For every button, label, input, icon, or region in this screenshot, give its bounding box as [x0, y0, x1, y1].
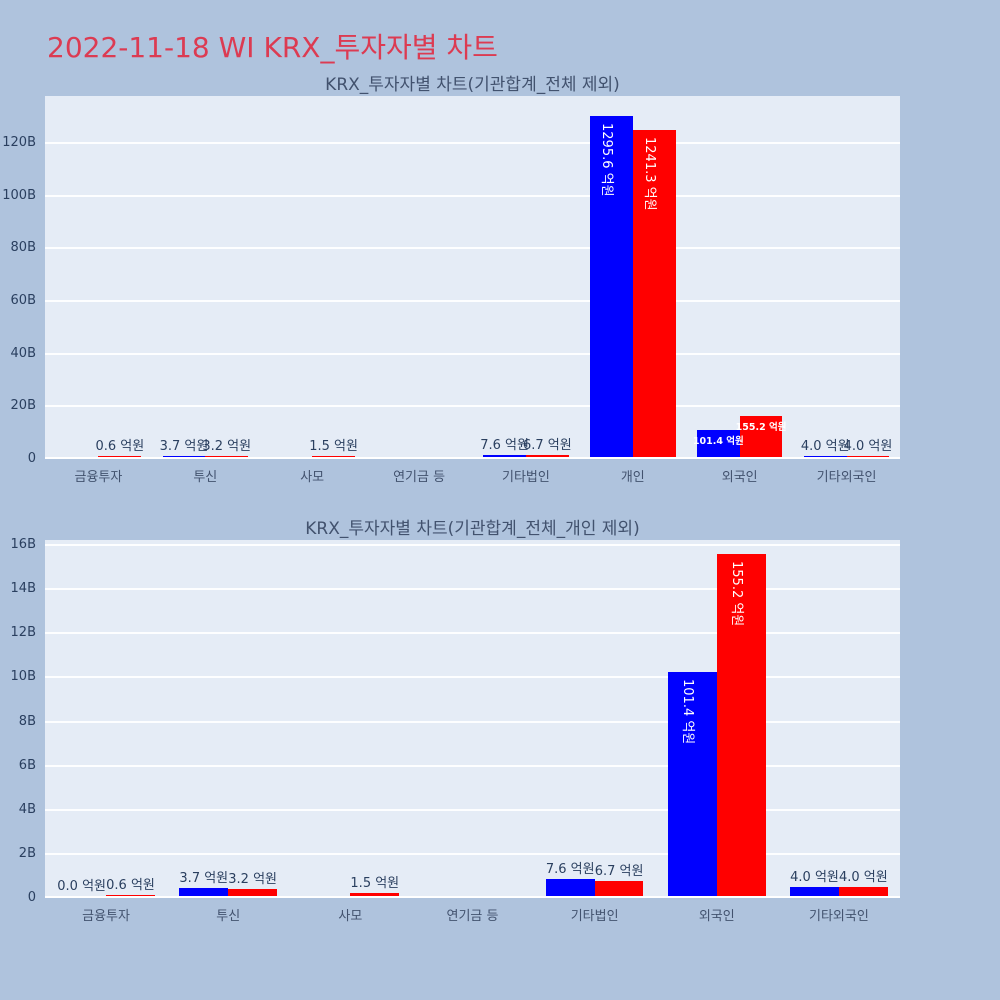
gridline: [45, 352, 900, 355]
bar-value-label: 155.2 억원: [729, 560, 745, 626]
bar-red[interactable]: [594, 881, 644, 896]
x-category-label: 외국인: [721, 470, 758, 485]
y-tick-label: 100B: [2, 187, 36, 203]
y-tick-label: 16B: [10, 537, 36, 553]
bar-red[interactable]: [739, 416, 783, 457]
x-category-label: 기타외국인: [809, 909, 869, 924]
bar-red[interactable]: [205, 456, 249, 457]
x-category-label: 금융투자: [74, 470, 123, 485]
y-tick-label: 10B: [10, 669, 36, 685]
bar-blue[interactable]: [790, 887, 839, 896]
bar-red[interactable]: [98, 456, 142, 457]
gridline: [45, 142, 900, 145]
bar-value-label: 3.2 억원: [228, 871, 278, 887]
bar-blue[interactable]: [667, 672, 717, 896]
bar-value-label: 101.4 억원: [692, 436, 744, 448]
bar-blue[interactable]: [696, 430, 740, 457]
bar-value-label: 1.5 억원: [309, 439, 358, 454]
y-tick-label: 14B: [10, 581, 36, 597]
gridline: [45, 247, 900, 250]
y-tick-label: 4B: [18, 801, 36, 817]
x-category-label: 개인: [620, 470, 645, 485]
y-tick-label: 80B: [10, 240, 36, 256]
y-tick-label: 12B: [10, 625, 36, 641]
gridline: [45, 720, 900, 723]
bar-red[interactable]: [106, 894, 155, 896]
x-category-label: 연기금 등: [393, 470, 446, 485]
bar-value-label: 7.6 억원: [545, 862, 595, 878]
chart-1-title: KRX_투자자별 차트(기관합계_전체 제외): [325, 75, 620, 95]
gridline: [45, 588, 900, 591]
bar-red[interactable]: [525, 455, 569, 457]
x-category-label: 사모: [300, 470, 325, 485]
bar-value-label: 155.2 억원: [735, 422, 787, 434]
y-tick-label: 60B: [10, 293, 36, 309]
bar-value-label: 4.0 억원: [843, 438, 893, 454]
y-tick-label: 6B: [18, 757, 36, 773]
y-tick-label: 40B: [10, 345, 36, 361]
zero-line: [45, 896, 900, 898]
bar-value-label: 1295.6 억원: [599, 122, 615, 197]
bar-blue[interactable]: [803, 455, 847, 457]
bar-value-label: 6.7 억원: [594, 864, 644, 880]
y-tick-label: 120B: [2, 135, 36, 151]
bar-value-label: 3.7 억원: [159, 439, 209, 454]
bar-red[interactable]: [228, 888, 278, 896]
gridline: [45, 764, 900, 767]
x-category-label: 기타법인: [502, 470, 550, 485]
bar-value-label: 1.5 억원: [350, 875, 400, 891]
bar-value-label: 0.0 억원: [57, 879, 107, 894]
bar-value-label: 0.6 억원: [106, 877, 155, 893]
bar-value-label: 4.0 억원: [838, 870, 888, 886]
gridline: [45, 544, 900, 547]
bar-value-label: 3.7 억원: [179, 870, 229, 886]
x-category-label: 연기금 등: [446, 909, 499, 924]
bar-value-label: 4.0 억원: [790, 870, 839, 886]
x-category-label: 사모: [338, 909, 363, 924]
gridline: [45, 300, 900, 303]
bar-red[interactable]: [350, 892, 400, 896]
gridline: [45, 405, 900, 408]
y-tick-label: 0: [27, 451, 36, 466]
bar-red[interactable]: [846, 455, 890, 457]
bar-value-label: 0.6 억원: [95, 439, 145, 454]
bar-value-label: 6.7 억원: [522, 438, 572, 454]
bar-blue[interactable]: [179, 887, 229, 896]
bar-blue[interactable]: [590, 115, 633, 457]
gridline: [45, 194, 900, 197]
page-title: 2022-11-18 WI KRX_투자자별 차트: [47, 31, 498, 64]
bar-value-label: 101.4 억원: [680, 679, 696, 745]
bar-blue[interactable]: [545, 879, 595, 896]
gridline: [45, 676, 900, 679]
gridline: [45, 852, 900, 855]
bar-red[interactable]: [838, 887, 888, 896]
bar-blue[interactable]: [162, 456, 206, 457]
x-category-label: 금융투자: [82, 909, 130, 924]
bar-red[interactable]: [632, 130, 676, 457]
x-category-label: 기타법인: [570, 909, 619, 924]
bar-red[interactable]: [312, 456, 355, 457]
y-tick-label: 8B: [18, 713, 36, 729]
bar-value-label: 3.2 억원: [202, 439, 252, 454]
y-tick-label: 2B: [18, 845, 36, 861]
y-tick-label: 0: [27, 890, 36, 905]
x-category-label: 기타외국인: [816, 470, 877, 485]
x-category-label: 투신: [193, 470, 218, 485]
gridline: [45, 808, 900, 811]
x-category-label: 투신: [216, 909, 241, 924]
bar-blue[interactable]: [483, 455, 526, 457]
bar-value-label: 4.0 억원: [800, 438, 850, 454]
bar-value-label: 1241.3 억원: [642, 137, 658, 211]
y-tick-label: 20B: [10, 398, 36, 414]
bar-red[interactable]: [716, 553, 766, 896]
gridline: [45, 632, 900, 635]
chart-2-title: KRX_투자자별 차트(기관합계_전체_개인 제외): [305, 519, 640, 539]
zero-line: [45, 457, 900, 459]
x-category-label: 외국인: [698, 909, 735, 924]
bar-value-label: 7.6 억원: [480, 438, 529, 453]
